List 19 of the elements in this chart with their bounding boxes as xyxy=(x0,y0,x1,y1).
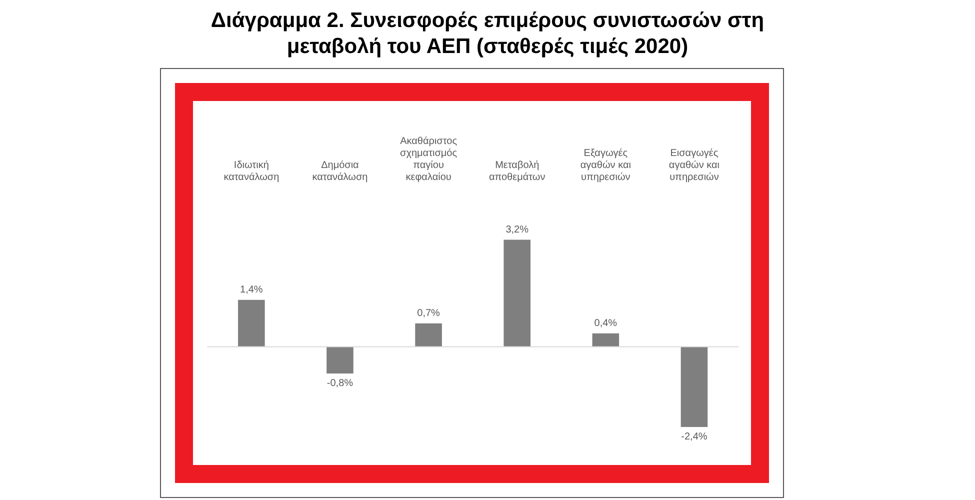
x-tick-label: Μεταβολή αποθεμάτων xyxy=(488,160,546,183)
bar xyxy=(326,346,354,374)
x-tick-label: Εισαγωγές αγαθών και υπηρεσιών xyxy=(668,148,720,183)
x-tick-label: Ακαθάριστος σχηματισμός παγίου κεφαλαίου xyxy=(400,136,458,183)
x-tick-label: Εξαγωγές αγαθών και υπηρεσιών xyxy=(580,148,631,183)
bar xyxy=(238,300,265,347)
data-label: 3,2% xyxy=(506,224,529,236)
x-tick-label: Ιδιωτική κατανάλωση xyxy=(224,160,280,183)
chart-title: Διάγραμμα 2. Συνεισφορές επιμέρους συνιστωσών στη μεταβολή του ΑΕΠ (σταθερές τιμές 2020) xyxy=(210,8,766,60)
data-label: 0,7% xyxy=(417,308,440,320)
bar xyxy=(680,346,708,427)
data-label: -0,8% xyxy=(326,378,354,390)
data-label: -2,4% xyxy=(681,432,708,443)
bar xyxy=(415,323,442,347)
bar xyxy=(592,333,620,347)
data-label: 0,4% xyxy=(594,318,618,330)
data-label: 1,4% xyxy=(240,284,263,296)
bar xyxy=(504,240,530,347)
x-tick-label: Δημόσια κατανάλωση xyxy=(312,160,368,183)
